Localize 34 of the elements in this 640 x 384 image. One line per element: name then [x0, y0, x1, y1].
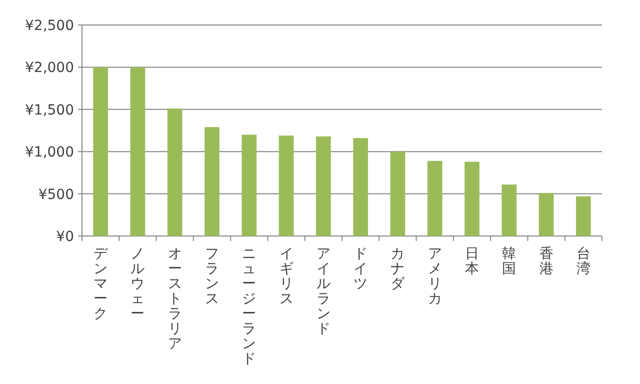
bar	[464, 162, 480, 236]
bar	[167, 108, 182, 236]
x-tick-label: ドイツ	[354, 246, 368, 292]
x-tick-label: 日本	[465, 246, 479, 277]
bar	[93, 67, 108, 236]
bar	[502, 184, 517, 236]
x-tick-label: 台湾	[576, 246, 590, 277]
x-tick-label: 香港	[539, 246, 554, 277]
bar	[390, 152, 406, 236]
x-tick-label: ノルウェー	[130, 246, 145, 322]
x-tick-label: アイルランド	[316, 246, 330, 337]
x-tick-label: デンマーク	[94, 246, 109, 322]
bar	[278, 136, 294, 236]
y-tick-label: ¥0	[56, 229, 74, 245]
bar	[242, 134, 257, 236]
y-tick-label: ¥1,500	[25, 102, 74, 118]
bar	[538, 192, 554, 236]
bar	[204, 127, 220, 236]
x-tick-label: 韓国	[502, 246, 516, 277]
bar	[427, 160, 442, 236]
x-tick-label: カナダ	[390, 246, 406, 292]
bar	[130, 67, 146, 236]
x-tick-label: アメリカ	[428, 246, 442, 307]
x-tick-label: フランス	[205, 246, 219, 307]
x-tick-label: オーストラリア	[168, 246, 182, 352]
y-tick-label: ¥1,000	[25, 144, 74, 161]
bar	[576, 196, 591, 236]
x-tick-label: イギリス	[279, 246, 294, 307]
x-tick-label: ニュージーランド	[242, 246, 256, 367]
y-tick-label: ¥2,000	[25, 60, 74, 76]
bar	[316, 136, 331, 236]
y-tick-label: ¥2,500	[25, 18, 74, 34]
y-tick-label: ¥500	[38, 186, 74, 203]
bar	[353, 138, 368, 236]
